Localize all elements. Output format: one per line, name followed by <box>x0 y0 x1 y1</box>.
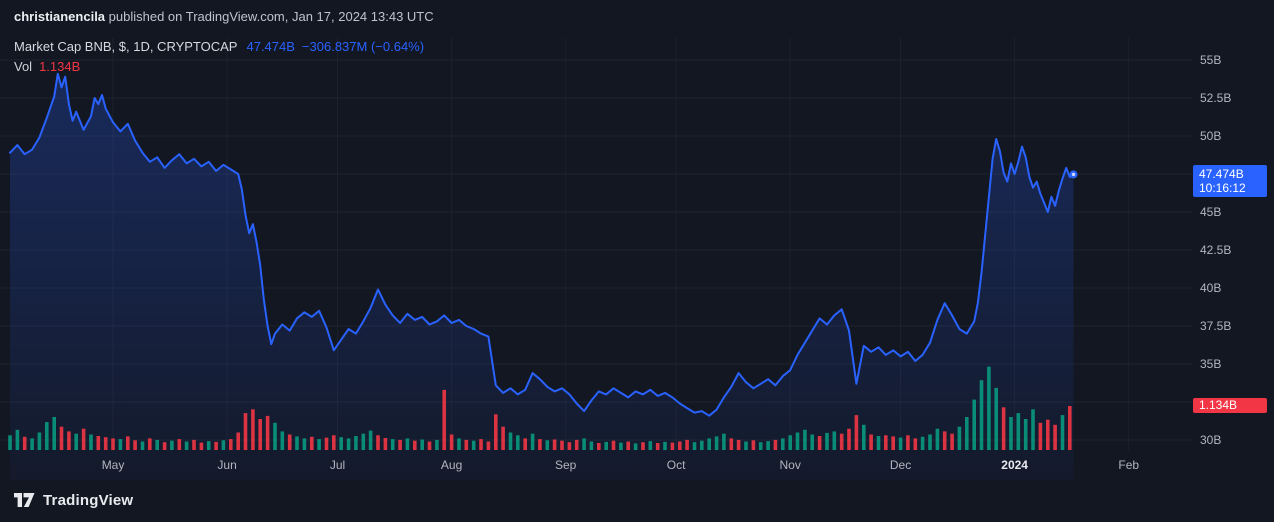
time-axis-label: 2024 <box>1001 458 1028 472</box>
time-axis-label: Aug <box>440 458 463 472</box>
change-value: −306.837M (−0.64%) <box>301 39 425 54</box>
time-axis-label: Oct <box>666 458 686 472</box>
volume-label: Vol <box>14 59 33 74</box>
price-axis-label: 35B <box>1200 357 1222 371</box>
price-axis-label: 37.5B <box>1200 319 1232 333</box>
time-axis-label: Dec <box>889 458 912 472</box>
time-axis-label: Sep <box>554 458 577 472</box>
time-axis-label: Nov <box>779 458 801 472</box>
price-axis[interactable]: 47.474B 10:16:12 1.134B 55B 52.5B 50B 45B 42… <box>1192 0 1274 522</box>
last-price-label: 47.474B 10:16:12 <box>1193 165 1267 198</box>
time-axis-label: Jul <box>329 458 346 472</box>
last-value: 47.474B <box>246 39 295 54</box>
time-axis[interactable]: May Jun Jul Aug Sep Oct Nov Dec 2024 Feb <box>0 458 1192 476</box>
time-axis-label: Feb <box>1118 458 1140 472</box>
price-axis-label: 30B <box>1200 433 1222 447</box>
time-axis-label: Jun <box>217 458 237 472</box>
volume-value: 1.134B <box>39 59 81 74</box>
publish-info: published on TradingView.com, Jan 17, 20… <box>105 9 434 24</box>
last-price-value: 47.474B <box>1199 167 1244 182</box>
price-axis-label: 45B <box>1200 205 1222 219</box>
tradingview-logo-icon <box>14 493 35 507</box>
price-axis-label: 42.5B <box>1200 243 1232 257</box>
price-axis-label: 50B <box>1200 129 1222 143</box>
last-volume-label: 1.134B <box>1193 398 1267 413</box>
publisher-username[interactable]: christianencila <box>14 9 106 24</box>
bar-countdown: 10:16:12 <box>1199 181 1246 196</box>
publish-header: christianencila published on TradingView… <box>14 9 434 24</box>
price-axis-label: 52.5B <box>1200 91 1232 105</box>
tradingview-attribution[interactable]: TradingView <box>14 492 133 509</box>
price-axis-label: 40B <box>1200 281 1222 295</box>
tradingview-wordmark: TradingView <box>43 492 134 509</box>
chart-legend: Market Cap BNB, $, 1D, CRYPTOCAP 47.474B −… <box>14 38 424 75</box>
symbol-title[interactable]: Market Cap BNB, $, 1D, CRYPTOCAP <box>14 39 238 54</box>
price-axis-label: 55B <box>1200 53 1222 67</box>
market-cap-line-chart[interactable] <box>0 30 1192 482</box>
time-axis-label: May <box>101 458 125 472</box>
